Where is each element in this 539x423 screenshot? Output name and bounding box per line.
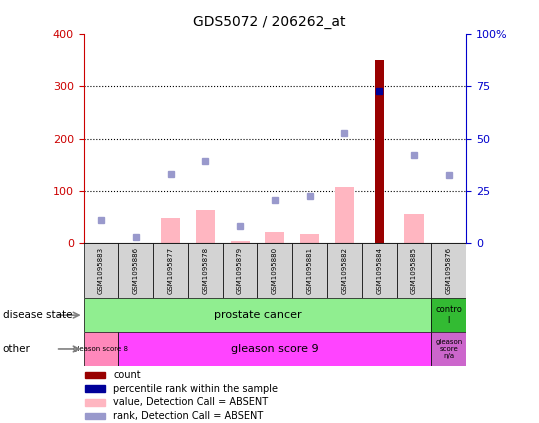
Text: GSM1095883: GSM1095883 bbox=[98, 247, 104, 294]
Text: contro
l: contro l bbox=[436, 305, 462, 325]
Text: prostate cancer: prostate cancer bbox=[213, 310, 301, 320]
Text: disease state: disease state bbox=[3, 310, 72, 320]
Bar bbox=[292, 243, 327, 298]
Bar bbox=[161, 218, 180, 243]
Bar bbox=[188, 243, 223, 298]
Bar bbox=[85, 385, 105, 392]
Text: GSM1095884: GSM1095884 bbox=[376, 247, 382, 294]
Bar bbox=[223, 243, 258, 298]
Text: gleason score 9: gleason score 9 bbox=[231, 344, 319, 354]
Text: percentile rank within the sample: percentile rank within the sample bbox=[113, 384, 278, 394]
Text: GDS5072 / 206262_at: GDS5072 / 206262_at bbox=[194, 15, 345, 29]
Bar bbox=[85, 399, 105, 406]
Bar bbox=[85, 413, 105, 420]
Bar bbox=[84, 332, 119, 366]
Bar bbox=[196, 210, 215, 243]
Bar bbox=[362, 243, 397, 298]
Text: value, Detection Call = ABSENT: value, Detection Call = ABSENT bbox=[113, 397, 268, 407]
Bar bbox=[431, 298, 466, 332]
Bar bbox=[300, 234, 319, 243]
Text: other: other bbox=[3, 344, 31, 354]
Text: gleason score 8: gleason score 8 bbox=[73, 346, 128, 352]
Text: gleason
score
n/a: gleason score n/a bbox=[435, 339, 462, 359]
Text: GSM1095876: GSM1095876 bbox=[446, 247, 452, 294]
Text: GSM1095877: GSM1095877 bbox=[168, 247, 174, 294]
Bar bbox=[335, 187, 354, 243]
Bar bbox=[119, 332, 431, 366]
Bar bbox=[119, 243, 153, 298]
Text: count: count bbox=[113, 370, 141, 380]
Bar bbox=[265, 232, 285, 243]
Text: GSM1095880: GSM1095880 bbox=[272, 247, 278, 294]
Bar bbox=[431, 332, 466, 366]
Text: rank, Detection Call = ABSENT: rank, Detection Call = ABSENT bbox=[113, 411, 264, 421]
Text: GSM1095878: GSM1095878 bbox=[202, 247, 208, 294]
Bar bbox=[258, 243, 292, 298]
Bar bbox=[431, 243, 466, 298]
Text: GSM1095885: GSM1095885 bbox=[411, 247, 417, 294]
Bar bbox=[85, 371, 105, 378]
Bar bbox=[153, 243, 188, 298]
Bar bbox=[375, 60, 384, 243]
Text: GSM1095881: GSM1095881 bbox=[307, 247, 313, 294]
Text: GSM1095879: GSM1095879 bbox=[237, 247, 243, 294]
Bar bbox=[84, 243, 119, 298]
Bar bbox=[397, 243, 431, 298]
Bar bbox=[231, 241, 250, 243]
Text: GSM1095882: GSM1095882 bbox=[342, 247, 348, 294]
Bar bbox=[327, 243, 362, 298]
Bar bbox=[404, 214, 424, 243]
Text: GSM1095886: GSM1095886 bbox=[133, 247, 139, 294]
